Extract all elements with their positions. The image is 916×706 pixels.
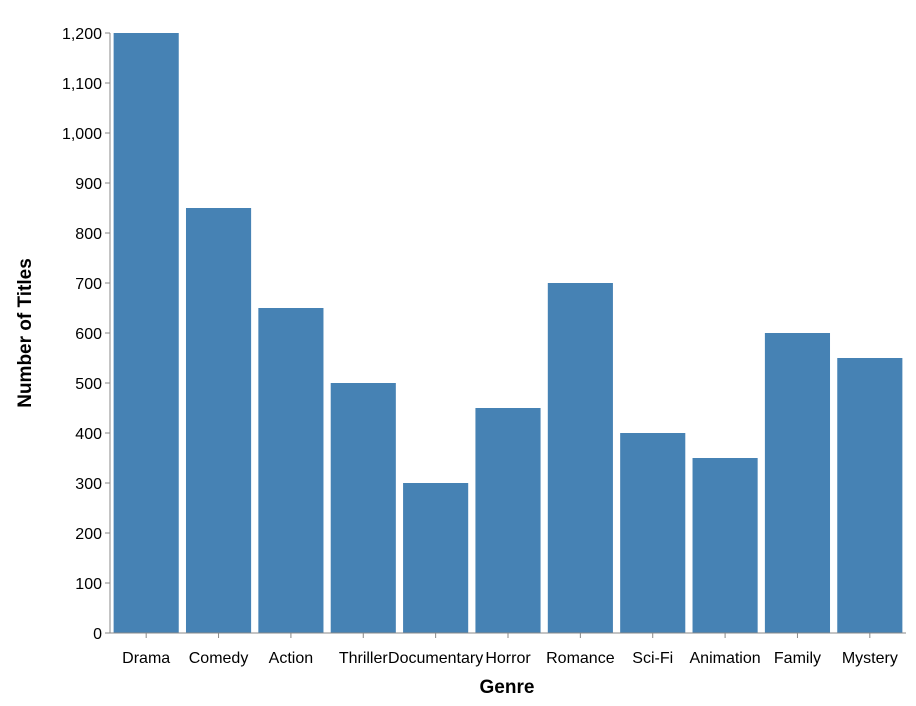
- y-tick-label: 1,100: [62, 76, 102, 93]
- x-tick-label: Romance: [546, 650, 615, 667]
- bar-documentary: [403, 483, 469, 633]
- bar-sci-fi: [620, 433, 686, 633]
- x-tick-label: Family: [774, 650, 821, 667]
- y-tick-label: 900: [75, 176, 102, 193]
- bar-drama: [113, 33, 179, 633]
- bar-action: [258, 308, 324, 633]
- bar-comedy: [185, 208, 252, 633]
- y-tick-label: 0: [93, 626, 102, 643]
- x-tick-label: Drama: [122, 650, 170, 667]
- x-tick-label: Horror: [485, 650, 531, 667]
- x-tick-label: Comedy: [189, 650, 249, 667]
- y-axis-title: Number of Titles: [15, 258, 36, 408]
- bar-thriller: [330, 383, 396, 633]
- y-tick-label: 1,000: [62, 126, 102, 143]
- y-tick-label: 300: [75, 476, 102, 493]
- bar-horror: [475, 408, 541, 633]
- y-tick-label: 200: [75, 526, 102, 543]
- x-tick-label: Sci-Fi: [632, 650, 673, 667]
- y-tick-label: 1,200: [62, 26, 102, 43]
- x-tick-label: Action: [269, 650, 313, 667]
- bars-group: [113, 33, 903, 633]
- bar-romance: [547, 283, 613, 633]
- x-tick-label: Thriller: [339, 650, 389, 667]
- bar-family: [764, 333, 831, 633]
- y-tick-label: 100: [75, 576, 102, 593]
- x-tick-label: Documentary: [388, 650, 483, 667]
- y-tick-label: 600: [75, 326, 102, 343]
- x-axis-title: Genre: [480, 677, 535, 698]
- bar-animation: [692, 458, 758, 633]
- y-tick-label: 800: [75, 226, 102, 243]
- x-tick-label: Animation: [690, 650, 761, 667]
- bar-mystery: [837, 358, 903, 633]
- x-axis: Drama Comedy Action Thriller Documentary Horr…: [110, 632, 906, 667]
- y-axis: 0 100 200 300 400 500 600 700 800 900 1,000 1,100 1,…: [62, 26, 111, 643]
- y-tick-label: 400: [75, 426, 102, 443]
- x-tick-label: Mystery: [842, 650, 898, 667]
- y-tick-label: 700: [75, 276, 102, 293]
- y-tick-label: 500: [75, 376, 102, 393]
